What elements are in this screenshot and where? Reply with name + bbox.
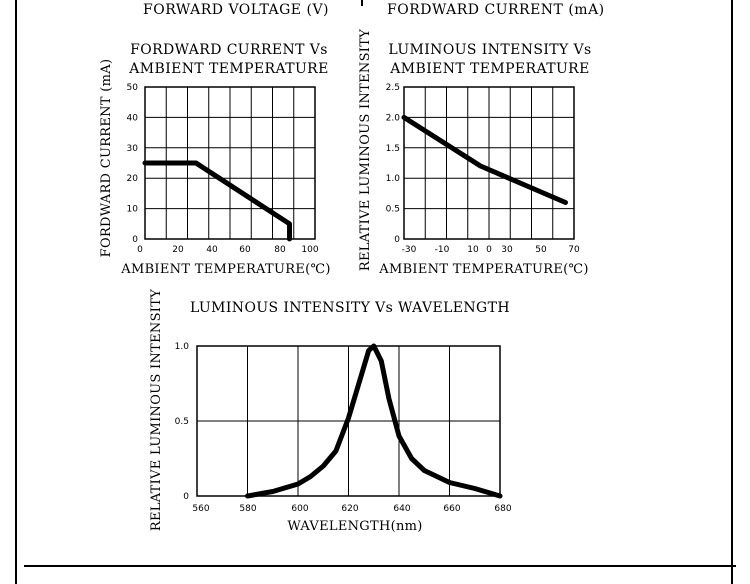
chart2-ytick-label: 0 [394,235,400,245]
chart2-ytick-label: 2.0 [386,113,401,123]
chart2-ytick-label: 2.5 [386,83,400,93]
chart2-ytick-label: 1.0 [386,174,401,184]
chart3-xtick-label: 620 [341,504,358,514]
chart3-data-line [245,343,503,499]
chart2-xtick-label: 30 [501,245,513,255]
chart1-ytick-label: 50 [127,83,139,93]
chart3-ytick-label: 0 [183,492,189,502]
chart2-xtick-label: -30 [402,245,417,255]
chart2-xlabel: AMBIENT TEMPERATURE(℃) [378,262,588,277]
chart1-ytick-label: 0 [132,235,138,245]
frame-right-border [731,0,733,584]
chart1-xlabel: AMBIENT TEMPERATURE(℃) [120,262,330,277]
chart3-ytick-label: 1.0 [175,342,190,352]
chart1-ytick-label: 20 [127,174,139,184]
chart3-xtick-label: 680 [494,504,511,514]
chart2-data-line [401,114,568,205]
chart3-title-line: LUMINOUS INTENSITY Vs WAVELENGTH [190,300,510,316]
chart1-ytick-label: 40 [127,113,139,123]
chart1-title-line: AMBIENT TEMPERATURE [128,61,328,77]
chart1-ytick-label: 10 [127,205,139,215]
chart2-xtick-label: 70 [568,245,580,255]
chart3-xlabel: WAVELENGTH(nm) [287,519,422,534]
chart1-title-line: FORDWARD CURRENT Vs [130,42,328,58]
chart2-title-line: AMBIENT TEMPERATURE [389,61,589,77]
chart1-xtick-label: 100 [301,245,318,255]
chart2-xtick-label: 10 [467,245,479,255]
chart2-ytick-label: 1.5 [386,144,400,154]
chart3-xtick-label: 600 [291,504,308,514]
chart1-xtick-label: 0 [137,245,143,255]
chart2-ylabel: RELATIVE LUMINOUS INTENSITY [358,29,373,271]
forward-current-label: FORDWARD CURRENT (mA) [387,2,605,18]
chart2-title-line: LUMINOUS INTENSITY Vs [388,42,591,58]
chart1-xtick-label: 40 [206,245,218,255]
chart3-xtick-label: 580 [239,504,256,514]
chart2-xtick-label: 0 [486,245,492,255]
chart3-ylabel: RELATIVE LUMINOUS INTENSITY [149,289,164,531]
chart1-xtick-label: 60 [239,245,251,255]
frame-bottom-border [24,565,736,567]
chart1-xtick-label: 20 [172,245,184,255]
chart2-ytick-label: 0.5 [386,205,400,215]
chart1-data-line [142,160,292,242]
chart3-xtick-label: 640 [393,504,410,514]
chart3-xtick-label: 660 [443,504,460,514]
chart2-xtick-label: 50 [535,245,547,255]
chart2-xtick-label: -10 [435,245,450,255]
chart1-ytick-label: 30 [127,144,139,154]
frame-left-border [15,0,17,584]
forward-voltage-label: FORWARD VOLTAGE (V) [143,2,330,18]
chart1-ylabel: FORDWARD CURRENT (mA) [99,59,114,258]
chart1-xtick-label: 80 [274,245,286,255]
header-separator [361,0,363,6]
chart3-xtick-label: 560 [192,504,209,514]
chart3-ytick-label: 0.5 [175,417,189,427]
